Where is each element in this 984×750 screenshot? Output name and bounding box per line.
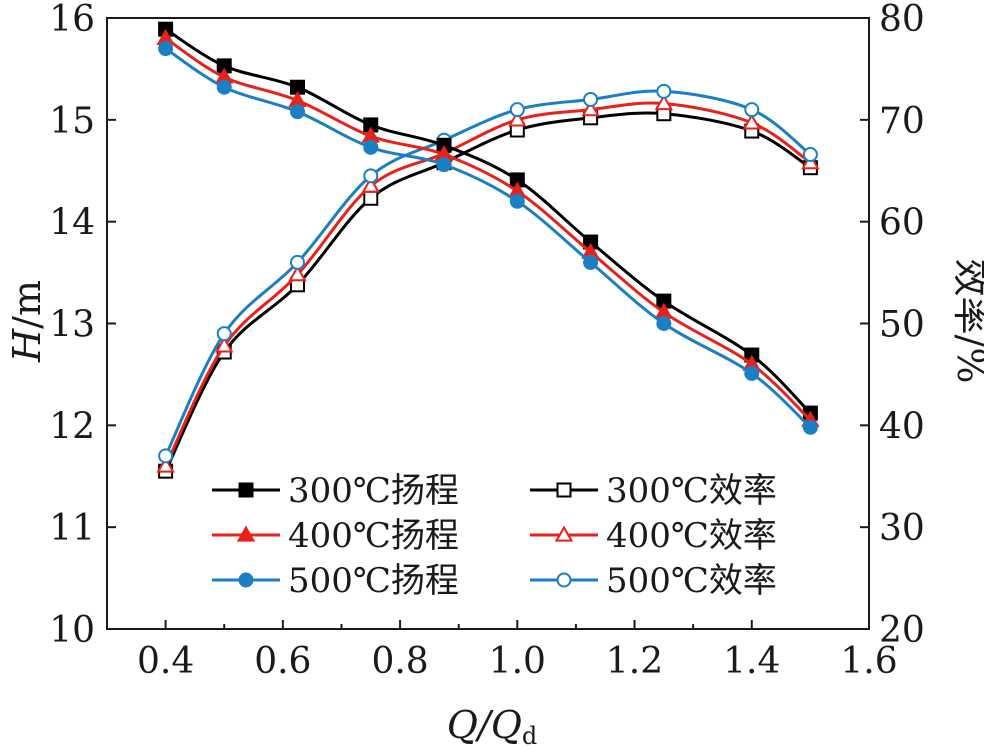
series-6 bbox=[158, 83, 818, 464]
x-axis-label-sub: d bbox=[522, 722, 537, 750]
series-layer bbox=[156, 21, 820, 479]
legend-item-6: 500℃效率 bbox=[530, 561, 777, 601]
legend-item-3-marker bbox=[236, 525, 256, 542]
series-3-line bbox=[164, 37, 812, 422]
legend-item-1: 300℃扬程 bbox=[212, 471, 459, 511]
x-tick-label-1: 0.4 bbox=[137, 641, 194, 682]
series-5-point-8 bbox=[656, 316, 672, 331]
y-right-tick-label-7: 80 bbox=[879, 0, 925, 40]
series-5-point-1 bbox=[158, 41, 174, 57]
x-tick-label-4: 1.0 bbox=[489, 641, 546, 682]
x-tick-label-5: 1.2 bbox=[606, 641, 663, 682]
series-6-point-10 bbox=[802, 146, 818, 162]
series-6-point-6 bbox=[509, 102, 525, 118]
y-right-tick-label-5: 60 bbox=[879, 203, 925, 244]
y-left-tick-label-5: 14 bbox=[49, 203, 95, 244]
series-5-point-9 bbox=[744, 365, 760, 381]
legend-item-1-label: 300℃扬程 bbox=[288, 471, 459, 511]
series-1 bbox=[158, 21, 818, 421]
axis-ticks: 0.4 0.6 0.8 1.0 1.2 1.4 1.6 10 11 12 13 14 15 16 20 30 4… bbox=[49, 0, 925, 682]
series-4-point-8 bbox=[654, 94, 674, 111]
legend-item-4-marker bbox=[554, 525, 574, 542]
x-tick-label-6: 1.4 bbox=[723, 641, 780, 682]
y-left-tick-label-4: 13 bbox=[49, 305, 95, 346]
series-5-point-3 bbox=[290, 104, 305, 120]
series-5-point-2 bbox=[216, 79, 232, 95]
series-6-point-9 bbox=[744, 102, 760, 118]
legend: 300℃扬程 300℃效率 400℃扬程 400℃效率 500℃扬程 500℃效率 bbox=[212, 471, 777, 601]
y-axis-right-label: 效率/% bbox=[949, 259, 984, 384]
legend-item-2: 300℃效率 bbox=[530, 471, 777, 511]
series-4 bbox=[156, 94, 820, 473]
series-1-line bbox=[164, 27, 812, 415]
series-5 bbox=[158, 41, 818, 435]
series-4-point-1 bbox=[156, 456, 175, 473]
legend-item-3-label: 400℃扬程 bbox=[288, 516, 459, 556]
legend-item-2-marker bbox=[556, 482, 572, 498]
legend-item-6-label: 500℃效率 bbox=[606, 561, 777, 601]
y-right-tick-label-4: 50 bbox=[879, 305, 925, 346]
y-right-tick-label-3: 40 bbox=[879, 406, 925, 447]
y-left-tick-label-6: 15 bbox=[49, 101, 95, 142]
series-5-line bbox=[164, 47, 812, 429]
series-2-point-4 bbox=[363, 190, 379, 206]
y-left-tick-label-3: 12 bbox=[49, 406, 95, 447]
series-5-point-6 bbox=[509, 193, 525, 209]
series-6-point-8 bbox=[656, 83, 672, 99]
series-4-point-4 bbox=[361, 176, 380, 193]
y-right-tick-label-6: 70 bbox=[879, 101, 925, 142]
series-4-point-2 bbox=[215, 336, 234, 353]
series-5-point-7 bbox=[583, 254, 599, 270]
series-4-line bbox=[164, 101, 812, 467]
legend-item-5-label: 500℃扬程 bbox=[288, 561, 459, 601]
series-5-point-4 bbox=[363, 139, 379, 155]
y-axis-left-label-unit: /m bbox=[5, 280, 49, 329]
legend-item-5: 500℃扬程 bbox=[212, 561, 459, 601]
x-tick-label-2: 0.6 bbox=[254, 641, 311, 682]
legend-item-5-marker bbox=[238, 572, 254, 588]
y-right-tick-label-1: 20 bbox=[879, 610, 925, 651]
y-right-tick-label-2: 30 bbox=[879, 508, 925, 549]
series-4-point-9 bbox=[742, 113, 761, 130]
x-axis-label-main: Q/Q bbox=[447, 703, 522, 747]
x-tick-label-7: 1.6 bbox=[840, 641, 897, 682]
y-left-tick-label-7: 16 bbox=[49, 0, 95, 40]
series-4-point-7 bbox=[581, 100, 600, 117]
series-6-point-4 bbox=[363, 168, 379, 184]
series-6-point-7 bbox=[583, 91, 599, 107]
legend-item-4-label: 400℃效率 bbox=[606, 516, 777, 556]
legend-item-2-label: 300℃效率 bbox=[606, 471, 777, 511]
series-6-point-2 bbox=[216, 326, 232, 342]
series-6-point-1 bbox=[158, 448, 174, 464]
series-5-point-5 bbox=[436, 157, 452, 173]
y-axis-left-label: H/m bbox=[5, 280, 49, 363]
y-left-tick-label-2: 11 bbox=[49, 508, 95, 549]
series-6-line bbox=[164, 89, 812, 457]
legend-item-3: 400℃扬程 bbox=[212, 516, 459, 556]
legend-item-6-marker bbox=[556, 572, 572, 588]
y-left-tick-label-1: 10 bbox=[49, 610, 95, 651]
legend-item-1-marker bbox=[238, 482, 254, 498]
x-axis-label: Q/Qd bbox=[447, 703, 537, 750]
legend-item-4: 400℃效率 bbox=[530, 516, 777, 556]
series-4-point-6 bbox=[508, 110, 527, 127]
series-6-point-3 bbox=[290, 254, 305, 270]
series-5-point-10 bbox=[802, 419, 818, 435]
y-axis-left-label-main: H bbox=[5, 328, 49, 363]
series-4-point-3 bbox=[288, 265, 307, 282]
x-tick-label-3: 0.8 bbox=[371, 641, 428, 682]
series-3 bbox=[156, 28, 820, 427]
